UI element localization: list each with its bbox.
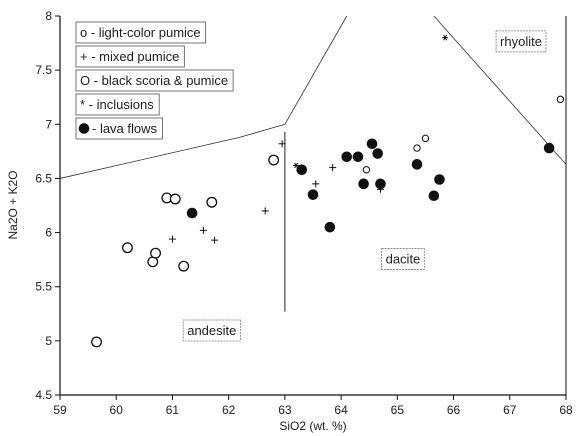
data-point-filled-circle [358,178,369,190]
x-tick-label: 60 [110,403,124,417]
y-tick-label: 4.5 [35,388,52,402]
region-label-rhyolite: rhyolite [495,30,547,53]
data-point-circle [206,196,218,208]
x-tick-label: 68 [559,403,573,417]
plot-frame [59,16,567,396]
legend-item-box [75,21,207,44]
data-point-filled-circle [296,164,308,176]
legend-label: * - inclusions [80,97,154,112]
legend-item-box [75,45,185,68]
y-tick-label: 5 [45,334,52,348]
region-label-andesite: andesite [182,319,241,342]
data-point-filled-circle [428,190,440,202]
legend-label: - lava flows [92,121,158,136]
region-label-text: rhyolite [500,34,542,49]
data-point-filled-circle [372,148,383,159]
legend-item-box [75,69,234,92]
data-point-circle [91,336,102,348]
data-point-circle [169,193,181,205]
region-label-box [495,30,547,53]
data-point-circle [150,247,162,259]
data-point-circle [122,242,133,254]
legend-item-box [75,93,160,116]
legend-item: o - light-color pumice [75,21,207,44]
data-point-plus [199,226,207,234]
data-point-filled-circle [411,159,423,170]
data-point-filled-circle [186,207,198,219]
x-axis-ticks: 59 60 61 62 63 64 65 66 67 68 [53,395,573,417]
data-point-star [442,34,449,41]
data-point-filled-circle [324,221,336,233]
x-tick-label: 65 [391,403,405,417]
legend: o - light-color pumice + - mixed pumice O … [75,21,234,140]
data-point-filled-circle [543,142,555,154]
data-point-star [293,162,300,169]
data-point-filled-circle [366,138,378,150]
x-tick-label: 64 [334,403,348,417]
legend-item-box [75,117,163,140]
data-point-filled-circle [307,189,319,200]
region-label-box [381,248,425,270]
legend-label: + - mixed pumice [80,49,179,64]
y-tick-label: 7 [45,117,52,131]
y-tick-label: 8 [45,9,52,23]
legend-item: O - black scoria & pumice [75,69,234,92]
x-tick-label: 61 [166,403,180,417]
y-tick-label: 6.5 [35,171,52,185]
data-point-plus [329,164,337,172]
x-tick-label: 63 [278,403,292,417]
data-point-filled-circle [375,178,386,190]
boundary-line [433,15,567,165]
region-labels: rhyolite dacite andesite [182,30,547,342]
y-tick-label: 7.5 [35,63,52,77]
y-axis-ticks: 4.5 5 5.5 6 6.5 7 7.5 8 [35,9,60,402]
x-tick-label: 67 [503,403,517,417]
legend-item: + - mixed pumice [75,45,185,68]
data-point-filled-circle [352,151,364,163]
data-point-filled-circle [341,151,353,163]
region-label-dacite: dacite [381,248,425,270]
y-axis-title: Na2O + K2O [6,170,20,239]
data-point-small-circle [556,95,565,104]
region-label-text: dacite [386,252,421,267]
data-point-plus [312,180,320,188]
data-point-filled-circle [434,174,445,185]
data-points [91,34,565,348]
data-point-plus [261,207,269,215]
region-label-box [182,319,241,342]
data-point-small-circle [413,144,421,152]
x-tick-label: 66 [447,403,461,417]
legend-marker-icon [78,123,90,134]
data-point-plus [211,236,219,244]
legend-label: o - light-color pumice [80,25,201,40]
data-point-small-circle [421,134,430,143]
classification-boundaries [59,15,567,312]
region-label-text: andesite [187,323,236,338]
legend-item: * - inclusions [75,93,160,116]
data-point-plus [278,140,286,148]
boundary-line [59,15,348,179]
data-point-plus [168,235,176,243]
x-tick-label: 62 [222,403,236,417]
legend-item: - lava flows [75,117,163,140]
data-point-small-circle [362,166,371,174]
x-axis-title: SiO2 (wt. %) [279,419,346,433]
legend-label: O - black scoria & pumice [80,73,228,88]
data-point-circle [268,154,280,166]
data-point-circle [178,260,190,272]
y-tick-label: 6 [45,226,52,240]
y-tick-label: 5.5 [35,280,52,294]
x-tick-label: 59 [53,403,67,417]
